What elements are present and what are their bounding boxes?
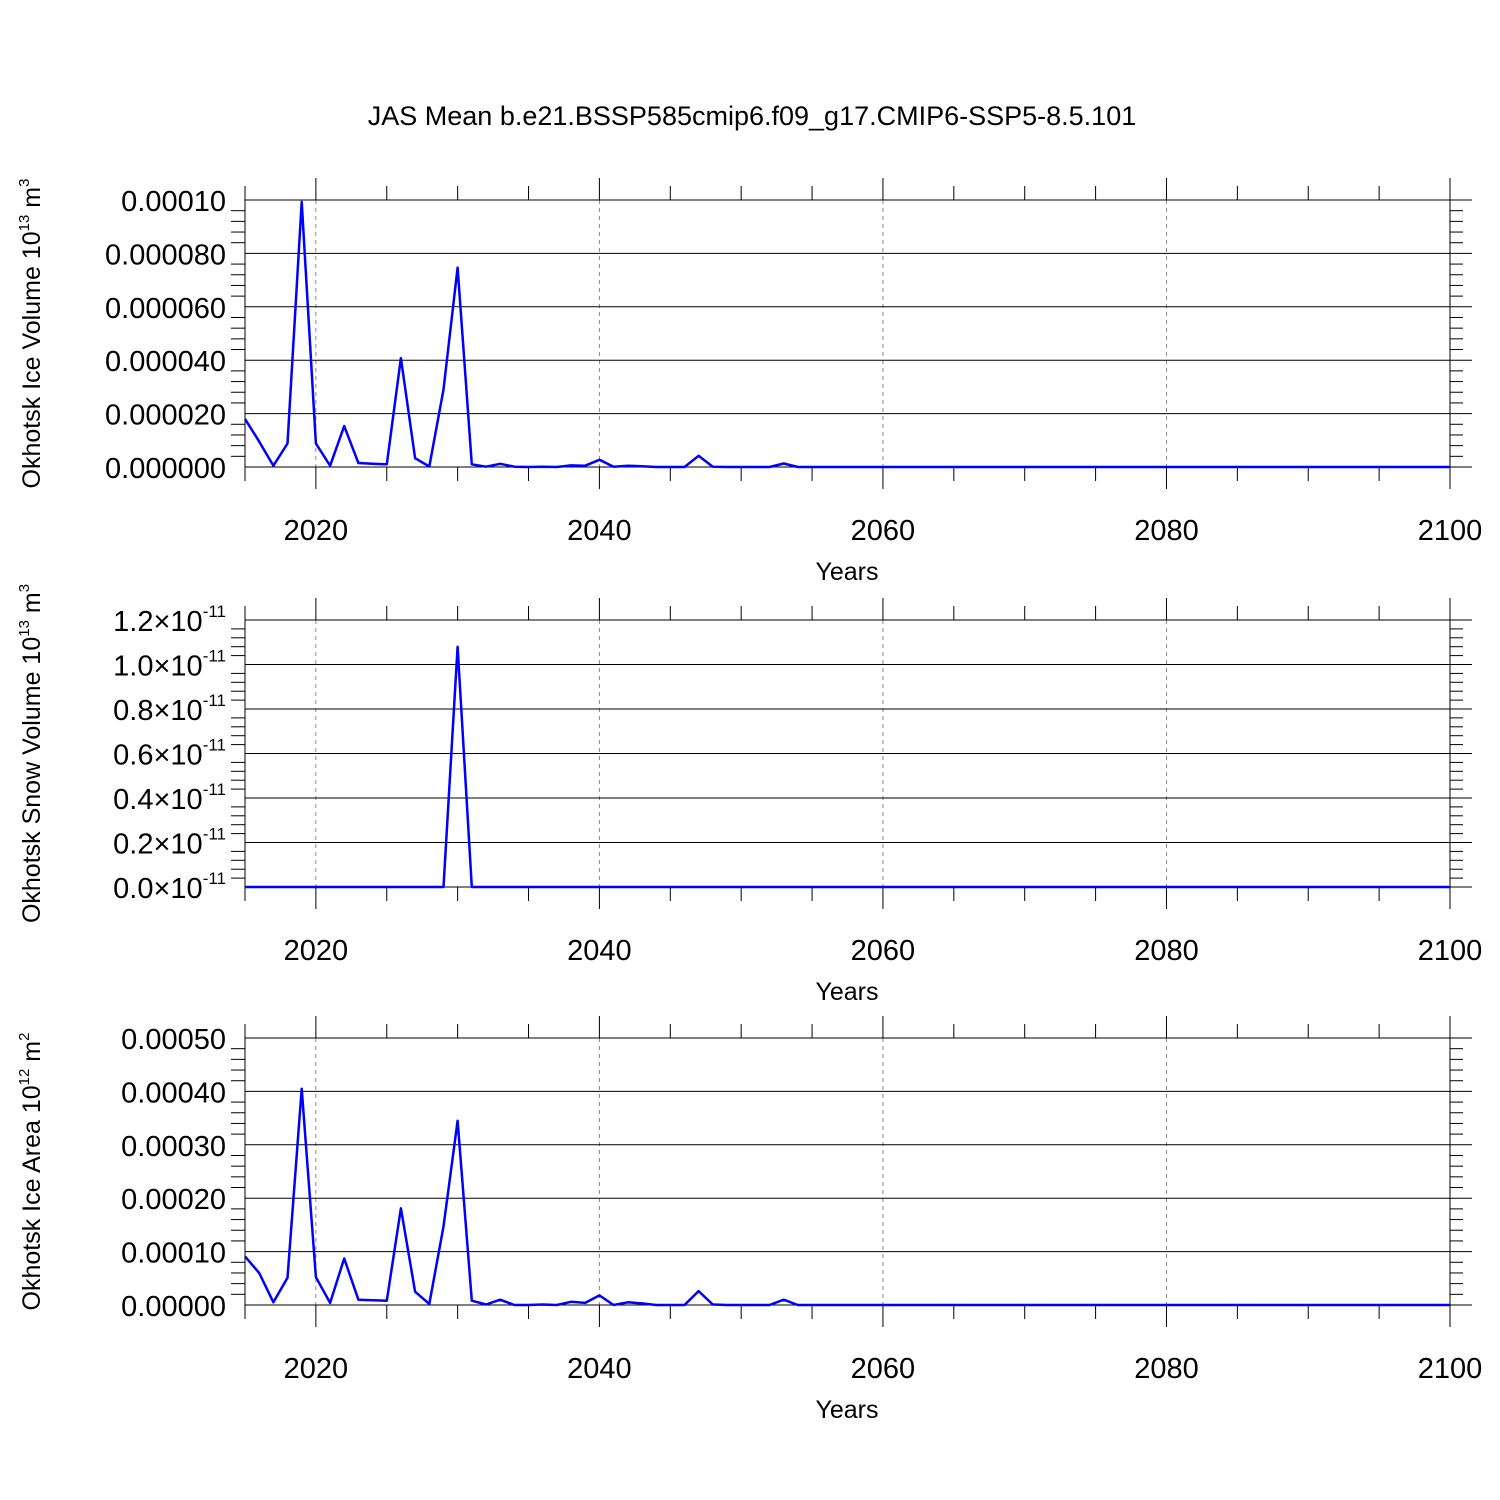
- y-tick-label: 0.000020: [105, 400, 226, 432]
- y-tick-label: 0.000000: [105, 453, 226, 485]
- x-tick-label: 2100: [1418, 935, 1483, 967]
- x-tick-label: 2100: [1418, 1353, 1483, 1385]
- x-tick-label: 2060: [851, 1353, 916, 1385]
- x-tick-label: 2040: [567, 1353, 632, 1385]
- x-tick-label: 2060: [851, 935, 916, 967]
- y-tick-label: 0.00030: [121, 1131, 226, 1163]
- y-tick-label: 0.8×10-11: [113, 691, 226, 727]
- series-line: [245, 645, 1450, 889]
- y-tick-label: 0.00050: [121, 1024, 226, 1056]
- x-tick-label: 2040: [567, 515, 632, 547]
- y-tick-label: 0.000080: [105, 239, 226, 271]
- y-tick-label: 0.00000: [121, 1291, 226, 1323]
- series-line: [243, 200, 1450, 469]
- y-tick-label: 1.2×10-11: [113, 602, 226, 638]
- x-axis-label: Years: [815, 1396, 878, 1424]
- y-axis-label: Okhotsk Ice Area 1012 m2: [16, 1033, 46, 1311]
- y-tick-label: 0.000040: [105, 346, 226, 378]
- x-tick-label: 2060: [851, 515, 916, 547]
- y-tick-label: 0.2×10-11: [113, 825, 226, 861]
- y-tick-label: 1.0×10-11: [113, 647, 226, 683]
- y-tick-label: 0.4×10-11: [113, 780, 226, 816]
- y-tick-label: 0.000060: [105, 293, 226, 325]
- y-tick-label: 0.00010: [121, 1238, 226, 1270]
- panels: 2020 2040 2060 2080 2100 Years 0.000000 0.00002…: [16, 178, 1482, 1424]
- x-axis-label: Years: [815, 558, 878, 586]
- y-tick-label: 0.00040: [121, 1077, 226, 1109]
- chart-panel-2: 2020 2040 2060 2080 2100 Years 0.0×10-11 0.2×10…: [16, 584, 1482, 1006]
- x-axis-label: Years: [815, 978, 878, 1006]
- y-tick-label: 0.00020: [121, 1184, 226, 1216]
- y-axis-label: Okhotsk Snow Volume 1013 m3: [16, 584, 46, 923]
- y-tick-label: 0.6×10-11: [113, 736, 226, 772]
- x-tick-label: 2080: [1134, 1353, 1199, 1385]
- x-tick-label: 2080: [1134, 935, 1199, 967]
- chart-panel-3: 2020 2040 2060 2080 2100 Years 0.00000 0.00010 0…: [16, 1016, 1482, 1424]
- x-tick-label: 2080: [1134, 515, 1199, 547]
- chart-panel-1: 2020 2040 2060 2080 2100 Years 0.000000 0.00002…: [16, 178, 1482, 586]
- y-tick-label: 0.0×10-11: [113, 869, 226, 905]
- figure-title: JAS Mean b.e21.BSSP585cmip6.f09_g17.CMIP…: [368, 101, 1136, 131]
- x-tick-label: 2020: [284, 935, 349, 967]
- y-tick-label: 0.00010: [121, 186, 226, 218]
- y-axis-label: Okhotsk Ice Volume 1013 m3: [16, 179, 46, 489]
- x-tick-label: 2100: [1418, 515, 1483, 547]
- x-tick-label: 2040: [567, 935, 632, 967]
- series-line: [244, 1087, 1450, 1307]
- x-tick-label: 2020: [284, 515, 349, 547]
- x-tick-label: 2020: [284, 1353, 349, 1385]
